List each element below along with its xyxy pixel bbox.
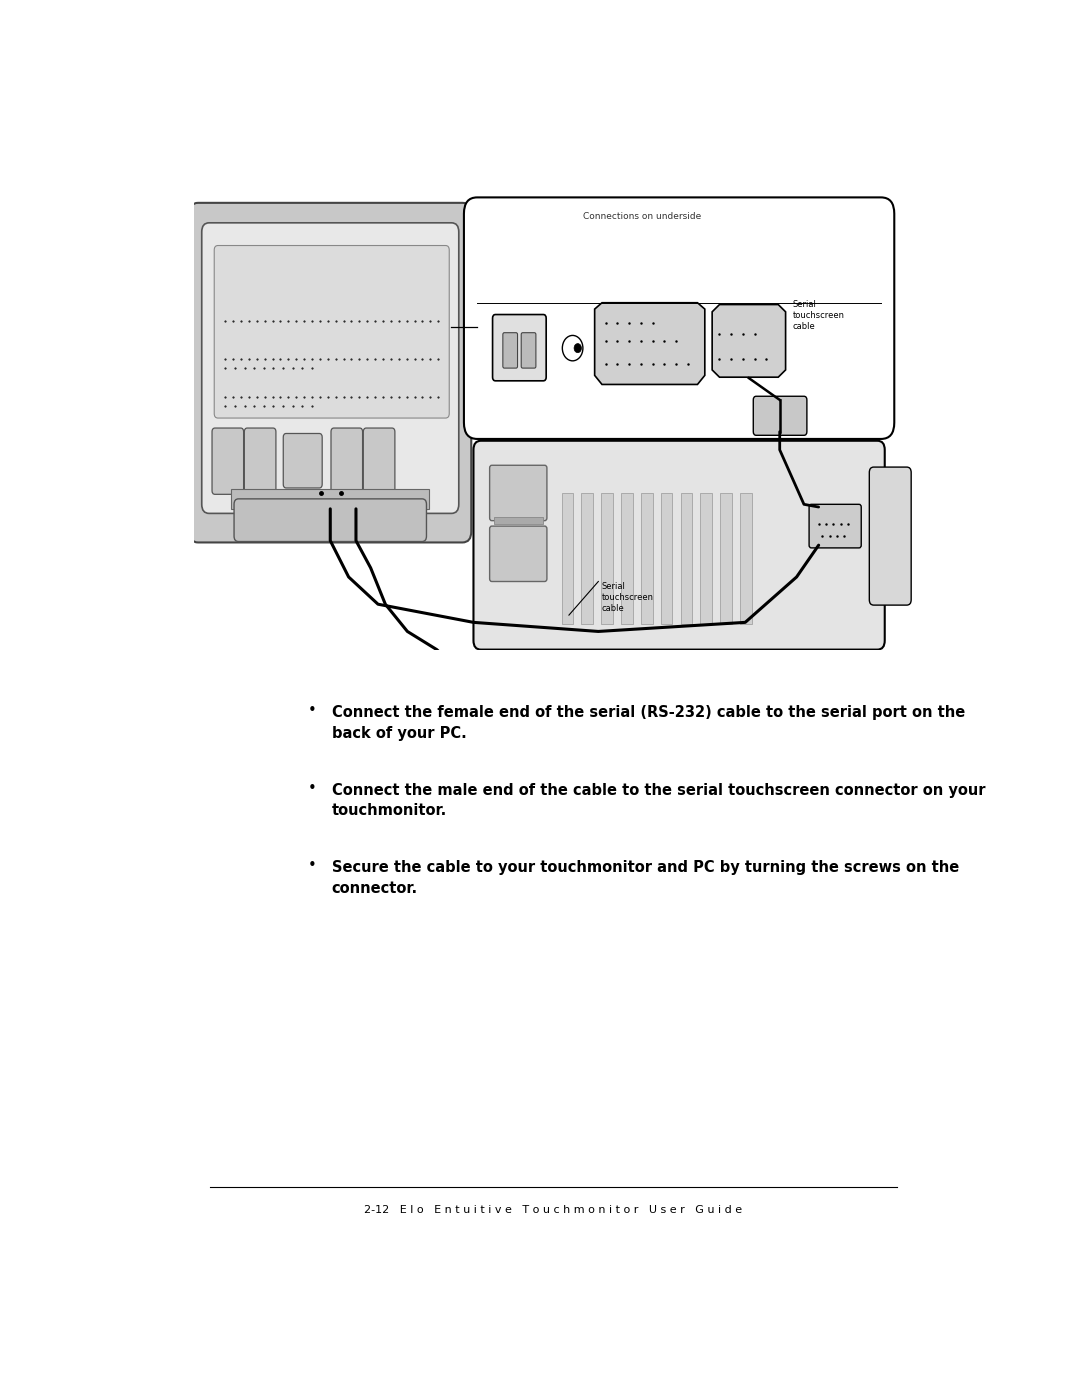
Text: Connections on underside: Connections on underside bbox=[583, 212, 702, 221]
FancyBboxPatch shape bbox=[621, 493, 633, 624]
FancyBboxPatch shape bbox=[581, 493, 593, 624]
Text: Serial
touchscreen
cable: Serial touchscreen cable bbox=[793, 300, 845, 331]
Text: •: • bbox=[308, 703, 316, 718]
FancyBboxPatch shape bbox=[720, 493, 732, 624]
Text: •: • bbox=[308, 858, 316, 873]
FancyBboxPatch shape bbox=[214, 246, 449, 418]
FancyBboxPatch shape bbox=[330, 427, 363, 495]
FancyBboxPatch shape bbox=[869, 467, 912, 605]
Circle shape bbox=[575, 344, 581, 352]
Text: •: • bbox=[308, 781, 316, 796]
Text: 2-12   E l o   E n t u i t i v e   T o u c h m o n i t o r   U s e r   G u i d e: 2-12 E l o E n t u i t i v e T o u c h m… bbox=[364, 1206, 743, 1215]
FancyBboxPatch shape bbox=[661, 493, 673, 624]
FancyBboxPatch shape bbox=[363, 427, 395, 495]
FancyBboxPatch shape bbox=[202, 222, 459, 513]
FancyBboxPatch shape bbox=[212, 427, 244, 495]
Text: Connect the male end of the cable to the serial touchscreen connector on your
to: Connect the male end of the cable to the… bbox=[332, 782, 985, 819]
FancyBboxPatch shape bbox=[701, 493, 712, 624]
FancyBboxPatch shape bbox=[489, 465, 546, 521]
FancyBboxPatch shape bbox=[473, 440, 885, 650]
FancyBboxPatch shape bbox=[464, 197, 894, 439]
FancyBboxPatch shape bbox=[189, 203, 471, 542]
FancyBboxPatch shape bbox=[562, 493, 573, 624]
FancyBboxPatch shape bbox=[234, 499, 427, 542]
Text: Connecting the Serial Touchscreen Cable: Connecting the Serial Touchscreen Cable bbox=[302, 298, 727, 316]
FancyBboxPatch shape bbox=[422, 657, 480, 704]
FancyBboxPatch shape bbox=[503, 332, 517, 367]
Text: Connect the female end of the serial (RS-232) cable to the serial port on the
ba: Connect the female end of the serial (RS… bbox=[332, 705, 964, 740]
FancyBboxPatch shape bbox=[494, 517, 542, 524]
FancyBboxPatch shape bbox=[489, 527, 546, 581]
FancyBboxPatch shape bbox=[492, 314, 546, 381]
FancyBboxPatch shape bbox=[522, 332, 536, 367]
FancyBboxPatch shape bbox=[283, 433, 322, 488]
FancyBboxPatch shape bbox=[753, 397, 807, 436]
Polygon shape bbox=[712, 305, 785, 377]
Circle shape bbox=[563, 335, 583, 360]
Text: Secure the cable to your touchmonitor and PC by turning the screws on the
connec: Secure the cable to your touchmonitor an… bbox=[332, 861, 959, 895]
Polygon shape bbox=[595, 303, 705, 384]
FancyBboxPatch shape bbox=[640, 493, 652, 624]
FancyBboxPatch shape bbox=[244, 427, 275, 495]
Text: Serial
touchscreen
cable: Serial touchscreen cable bbox=[602, 581, 654, 613]
FancyBboxPatch shape bbox=[740, 493, 752, 624]
FancyBboxPatch shape bbox=[602, 493, 613, 624]
FancyBboxPatch shape bbox=[680, 493, 692, 624]
FancyBboxPatch shape bbox=[809, 504, 861, 548]
FancyBboxPatch shape bbox=[231, 489, 430, 509]
